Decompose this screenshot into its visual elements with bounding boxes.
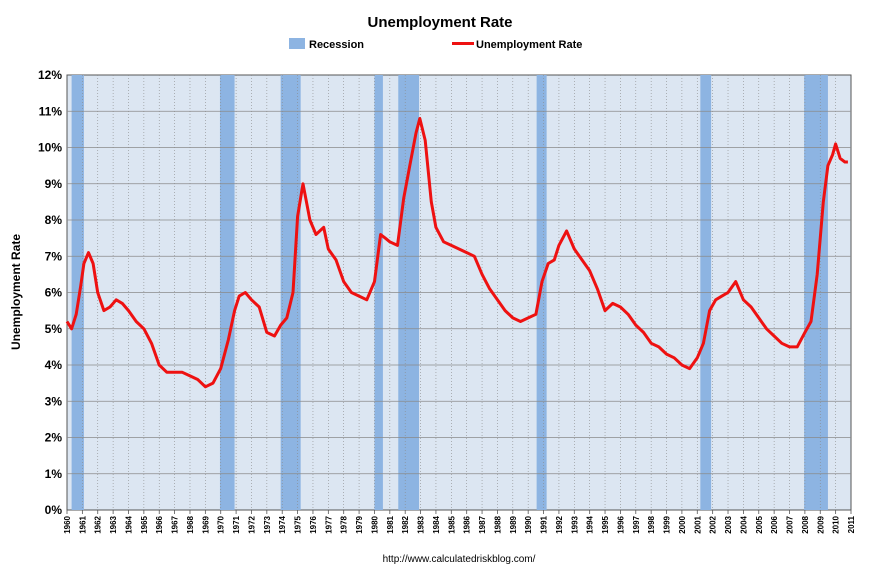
- legend-recession-swatch: [289, 38, 305, 49]
- y-tick-label: 10%: [38, 141, 62, 155]
- x-tick-label: 1975: [294, 515, 303, 533]
- x-tick-label: 2011: [847, 515, 856, 533]
- x-tick-label: 2008: [801, 515, 810, 533]
- grid: [67, 75, 851, 510]
- x-tick-label: 1972: [247, 515, 256, 533]
- y-tick-label: 9%: [45, 177, 63, 191]
- x-tick-label: 1974: [278, 515, 287, 533]
- x-tick-label: 1980: [370, 515, 379, 533]
- x-tick-label: 2002: [709, 515, 718, 533]
- x-tick-label: 1969: [201, 515, 210, 533]
- legend-unemployment-label: Unemployment Rate: [476, 39, 582, 51]
- x-tick-label: 1987: [478, 515, 487, 533]
- x-tick-label: 1962: [94, 515, 103, 533]
- legend: Recession Unemployment Rate: [289, 38, 582, 51]
- x-tick-label: 2004: [739, 515, 748, 533]
- x-tick-label: 1984: [432, 515, 441, 533]
- y-tick-label: 12%: [38, 68, 62, 82]
- x-tick-label: 1965: [140, 515, 149, 533]
- x-tick-label: 1999: [663, 515, 672, 533]
- x-tick-label: 1979: [355, 515, 364, 533]
- x-tick-label: 1966: [155, 515, 164, 533]
- x-tick-label: 1989: [509, 515, 518, 533]
- y-tick-label: 11%: [39, 104, 63, 118]
- x-tick-label: 1988: [493, 515, 502, 533]
- x-tick-label: 1964: [124, 515, 133, 533]
- x-tick-label: 1986: [463, 515, 472, 533]
- x-tick-label: 1981: [386, 515, 395, 533]
- x-tick-label: 1996: [616, 515, 625, 533]
- y-tick-label: 0%: [45, 503, 63, 517]
- x-tick-label: 1960: [63, 515, 72, 533]
- source-url: http://www.calculatedriskblog.com/: [383, 554, 536, 565]
- x-tick-label: 2003: [724, 515, 733, 533]
- unemployment-rate-line: [65, 117, 848, 389]
- x-tick-label: 2010: [832, 515, 841, 533]
- x-tick-label: 1991: [540, 515, 549, 533]
- x-tick-label: 2001: [693, 515, 702, 533]
- x-tick-label: 1967: [171, 515, 180, 533]
- x-tick-label: 1970: [217, 515, 226, 533]
- y-tick-label: 2%: [45, 431, 63, 445]
- x-tick-label: 1995: [601, 515, 610, 533]
- legend-recession-label: Recession: [309, 39, 364, 51]
- x-tick-label: 1978: [340, 515, 349, 533]
- x-tick-label: 2007: [786, 515, 795, 533]
- y-tick-label: 3%: [45, 394, 63, 408]
- x-tick-label: 2005: [755, 515, 764, 533]
- y-axis-label: Unemployment Rate: [9, 234, 23, 350]
- x-tick-label: 1994: [586, 515, 595, 533]
- x-tick-label: 1976: [309, 515, 318, 533]
- x-tick-label: 1992: [555, 515, 564, 533]
- x-tick-label: 2000: [678, 515, 687, 533]
- x-tick-label: 1977: [324, 515, 333, 533]
- x-tick-label: 1973: [263, 515, 272, 533]
- x-tick-label: 1997: [632, 515, 641, 533]
- x-tick-label: 1968: [186, 515, 195, 533]
- y-tick-label: 7%: [45, 249, 63, 263]
- chart-title: Unemployment Rate: [367, 14, 512, 31]
- x-tick-label: 1985: [447, 515, 456, 533]
- y-axis-ticks: 0% 1% 2% 3% 4% 5% 6% 7% 8% 9% 10% 11% 12%: [38, 68, 62, 517]
- x-tick-label: 1961: [78, 515, 87, 533]
- x-tick-label: 2009: [816, 515, 825, 533]
- x-tick-label: 1993: [570, 515, 579, 533]
- y-tick-label: 5%: [45, 322, 63, 336]
- y-tick-label: 1%: [45, 467, 63, 481]
- y-tick-label: 8%: [45, 213, 63, 227]
- x-tick-label: 1963: [109, 515, 118, 533]
- x-tick-label: 1983: [417, 515, 426, 533]
- x-tick-label: 1990: [524, 515, 533, 533]
- x-tick-label: 1998: [647, 515, 656, 533]
- y-tick-label: 6%: [45, 286, 63, 300]
- x-tick-label: 1971: [232, 515, 241, 533]
- y-tick-label: 4%: [45, 358, 63, 372]
- x-axis-ticks: 1960 1961 1962 1963 1964 1965 1966 1967 1968 1969…: [63, 510, 856, 534]
- x-tick-label: 2006: [770, 515, 779, 533]
- x-tick-label: 1982: [401, 515, 410, 533]
